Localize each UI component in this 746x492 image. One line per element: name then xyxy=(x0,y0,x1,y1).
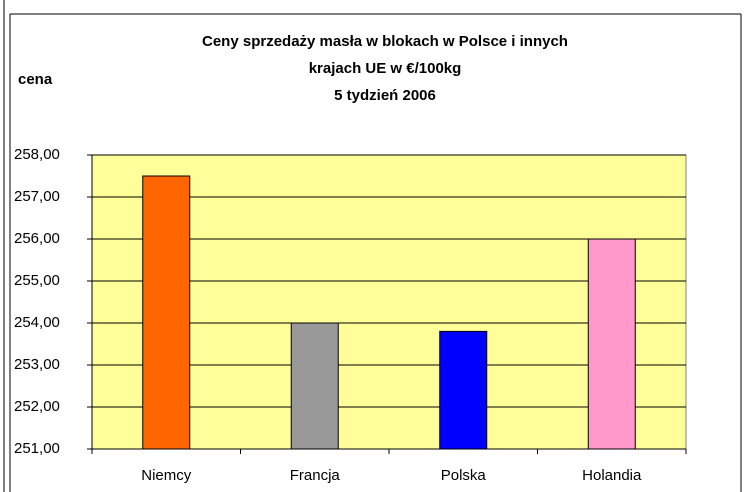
chart-title: Ceny sprzedaży masła w blokach w Polsce … xyxy=(202,33,568,50)
x-tick-label: Holandia xyxy=(582,467,642,484)
plot-area xyxy=(91,154,687,450)
y-tick-label: 252,00 xyxy=(14,398,60,415)
y-tick-label: 254,00 xyxy=(14,314,60,331)
chart-title: 5 tydzień 2006 xyxy=(334,87,436,104)
y-tick-label: 251,00 xyxy=(14,440,60,457)
y-axis-label: cena xyxy=(18,71,53,88)
y-tick-label: 258,00 xyxy=(14,146,60,163)
bar xyxy=(142,175,191,450)
bar xyxy=(587,238,636,450)
chart-title: krajach UE w €/100kg xyxy=(309,60,462,77)
x-tick-label: Niemcy xyxy=(141,467,192,484)
x-tick-label: Polska xyxy=(441,467,487,484)
x-tick-label: Francja xyxy=(290,467,341,484)
y-tick-label: 256,00 xyxy=(14,230,60,247)
y-tick-label: 255,00 xyxy=(14,272,60,289)
bar xyxy=(290,322,339,450)
y-tick-label: 253,00 xyxy=(14,356,60,373)
y-tick-label: 257,00 xyxy=(14,188,60,205)
bar xyxy=(439,330,488,450)
